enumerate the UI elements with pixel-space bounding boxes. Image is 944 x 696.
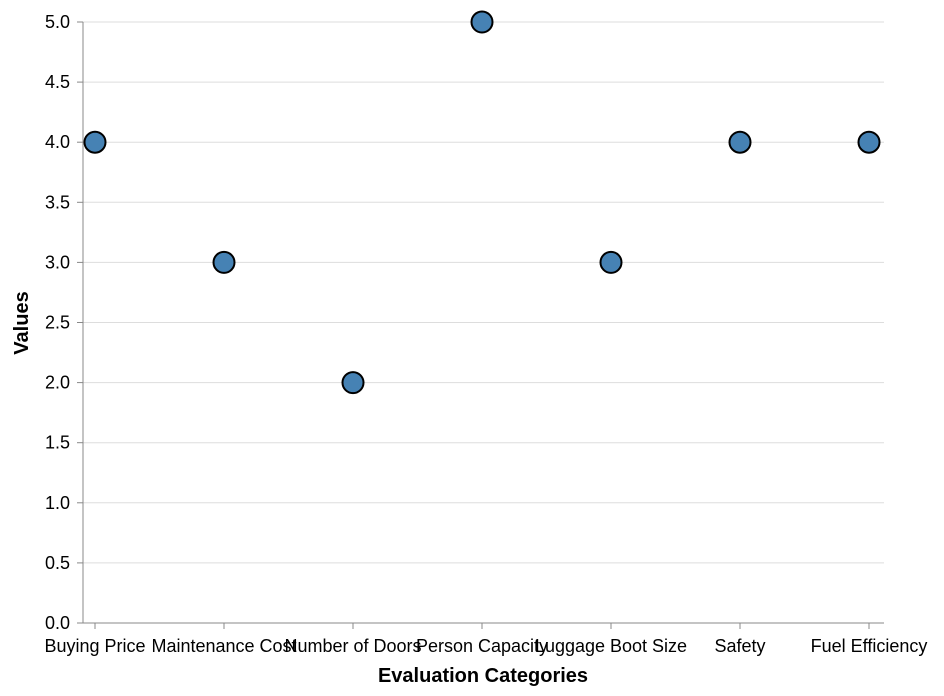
x-axis-title: Evaluation Categories: [378, 665, 588, 687]
y-tick-label: 1.5: [45, 433, 70, 453]
x-tick-label: Person Capacity: [416, 636, 548, 656]
y-tick-label: 3.0: [45, 252, 70, 272]
x-tick-label: Number of Doors: [284, 636, 421, 656]
y-tick-label: 4.5: [45, 72, 70, 92]
data-points: [83, 10, 881, 395]
x-tick-label: Safety: [714, 636, 765, 656]
x-tick-label: Fuel Efficiency: [811, 636, 928, 656]
data-point: [599, 250, 623, 274]
y-tick-label: 1.0: [45, 493, 70, 513]
x-tick-label: Maintenance Cost: [151, 636, 296, 656]
y-axis-ticks: 0.0 0.5 1.0 1.5 2.0 2.5 3.0 3.5 4.0 4.5 5.0: [45, 12, 83, 633]
x-tick-label: Luggage Boot Size: [535, 636, 687, 656]
y-tick-label: 5.0: [45, 12, 70, 32]
y-tick-label: 3.5: [45, 192, 70, 212]
y-tick-label: 2.0: [45, 373, 70, 393]
y-tick-label: 2.5: [45, 313, 70, 333]
y-tick-label: 0.5: [45, 553, 70, 573]
data-point: [857, 130, 881, 154]
data-point: [728, 130, 752, 154]
y-tick-label: 0.0: [45, 613, 70, 633]
gridlines: [83, 21, 884, 624]
data-point: [341, 371, 365, 395]
data-point: [83, 130, 107, 154]
y-axis-title: Values: [11, 291, 33, 354]
x-tick-label: Buying Price: [44, 636, 145, 656]
data-point: [212, 250, 236, 274]
data-point: [470, 10, 494, 34]
y-tick-label: 4.0: [45, 132, 70, 152]
